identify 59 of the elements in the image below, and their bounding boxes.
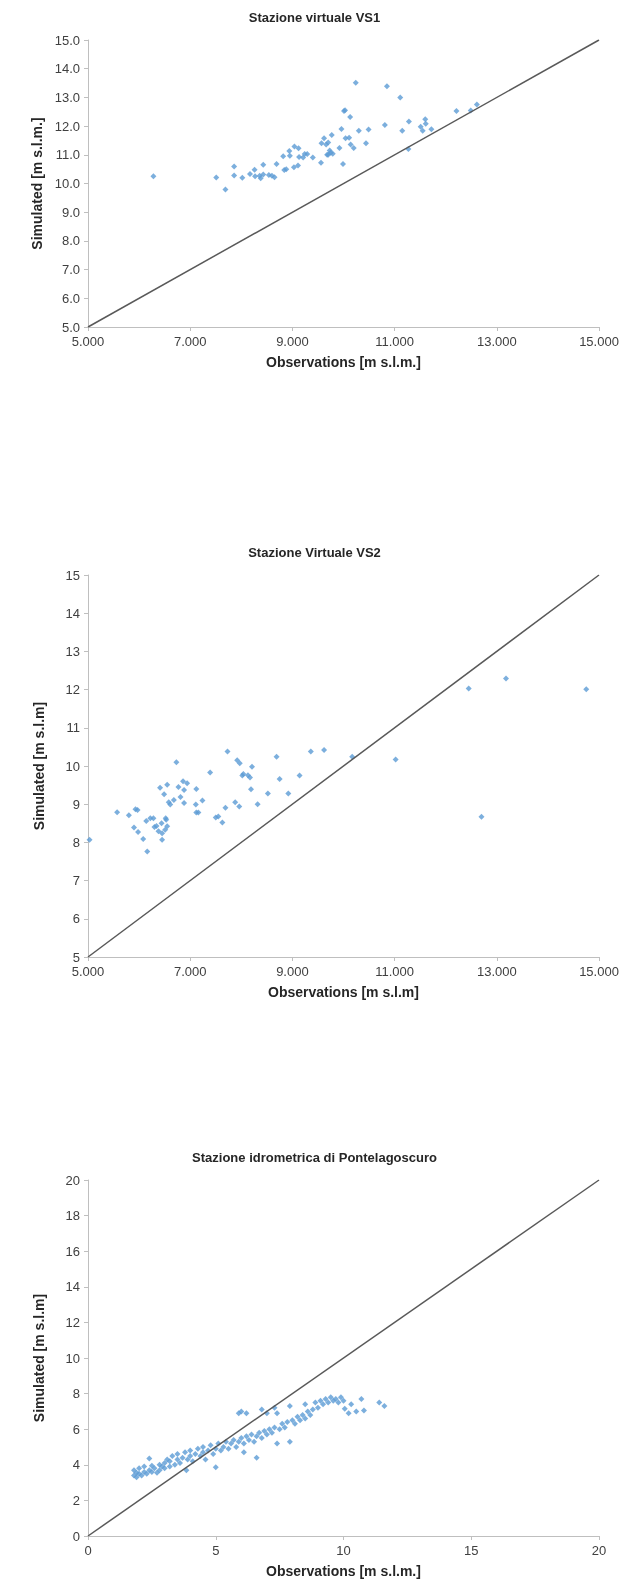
y-tick-label: 8 [72,1386,80,1402]
y-tick-label: 5.0 [61,319,80,335]
x-tick-label: 7.000 [173,964,207,979]
chart-title: Stazione idrometrica di Pontelagoscuro [192,1150,437,1165]
y-tick-label: 6 [72,1421,80,1437]
x-tick-label: 15.000 [579,334,619,349]
y-tick-label: 20 [65,1172,80,1188]
x-tick-label: 13.000 [476,964,517,979]
x-tick-label: 15 [464,1543,479,1558]
x-tick-label: 5.000 [71,964,105,979]
y-tick-label: 9.0 [61,204,80,220]
y-tick-label: 11 [66,720,80,736]
y-axis-title: Simulated [m s.l.m] [31,1293,47,1423]
y-tick-label: 9 [72,796,80,812]
y-tick-label: 12 [65,1314,80,1330]
y-tick-label: 14.0 [54,61,80,77]
y-tick-label: 2 [72,1492,80,1508]
y-tick-label: 0 [72,1528,80,1544]
y-tick-label: 11.0 [55,147,80,163]
y-tick-label: 13.0 [54,89,80,105]
x-axis-title: Observations [m s.l.m] [268,984,419,1000]
x-tick-label: 9.000 [276,334,309,349]
y-tick-label: 6.0 [61,290,80,306]
y-tick-label: 10 [65,758,80,774]
x-tick-label: 20 [591,1543,607,1558]
y-tick-label: 18 [65,1208,80,1224]
x-tick-label: 13.000 [476,334,517,349]
y-tick-label: 5 [72,949,80,965]
y-tick-label: 15 [65,567,80,583]
y-tick-label: 6 [72,911,80,927]
x-tick-label: 15.000 [579,964,619,979]
y-tick-label: 8 [72,834,80,850]
x-tick-label: 5.000 [71,334,105,349]
x-tick-label: 0 [84,1543,92,1558]
x-tick-label: 9.000 [276,964,309,979]
x-tick-label: 10 [336,1543,351,1558]
y-tick-label: 4 [72,1457,80,1473]
x-axis-title: Observations [m s.l.m.] [266,1563,421,1579]
y-tick-label: 16 [65,1243,80,1259]
x-tick-label: 11.000 [375,964,414,979]
y-tick-label: 7 [72,873,80,889]
y-tick-label: 14 [65,1279,80,1295]
x-tick-label: 11.000 [375,334,414,349]
y-tick-label: 7.0 [61,262,80,278]
y-axis-title: Simulated [m s.l.m.] [28,117,45,250]
y-tick-label: 14 [65,605,80,621]
y-tick-label: 10 [65,1350,80,1366]
y-tick-label: 15.0 [54,32,80,48]
x-tick-label: 5 [212,1543,220,1558]
y-axis-title: Simulated [m s.l.m] [31,701,47,831]
y-tick-label: 8.0 [61,233,80,249]
y-tick-label: 10.0 [54,176,80,191]
y-tick-label: 12 [65,682,80,698]
chart-title: Stazione Virtuale VS2 [248,545,381,560]
y-tick-label: 12.0 [54,118,80,134]
chart-title: Stazione virtuale VS1 [248,10,381,25]
x-tick-label: 7.000 [173,334,207,349]
y-tick-label: 13 [65,643,80,659]
x-axis-title: Observations [m s.l.m.] [266,354,421,370]
